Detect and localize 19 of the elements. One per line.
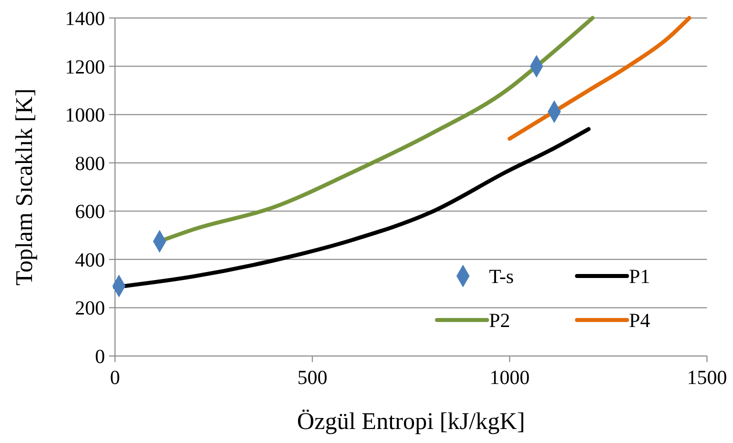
x-tick-label: 0 <box>110 367 120 389</box>
legend-label: P4 <box>629 310 650 332</box>
x-tick-label: 1000 <box>490 367 530 389</box>
legend-label: P2 <box>489 310 510 332</box>
y-tick-label: 600 <box>75 201 105 224</box>
line-series <box>508 16 692 141</box>
y-tick-label: 1400 <box>65 8 105 30</box>
y-axis-title: Toplam Sıcaklık [K] <box>12 88 38 286</box>
x-tick-label: 500 <box>297 367 328 389</box>
x-tick-label: 1500 <box>687 367 727 389</box>
y-tick-label: 1200 <box>65 56 105 78</box>
y-tick-label: 800 <box>75 152 105 175</box>
y-tick-label: 1000 <box>65 104 105 127</box>
legend-label: T-s <box>489 266 514 288</box>
legend-label: P1 <box>629 266 650 288</box>
y-tick-label: 400 <box>75 249 105 272</box>
y-tick-label: 0 <box>95 346 105 368</box>
x-axis-title: Özgül Entropi [kJ/kgK] <box>297 409 525 435</box>
y-tick-label: 200 <box>75 298 105 320</box>
